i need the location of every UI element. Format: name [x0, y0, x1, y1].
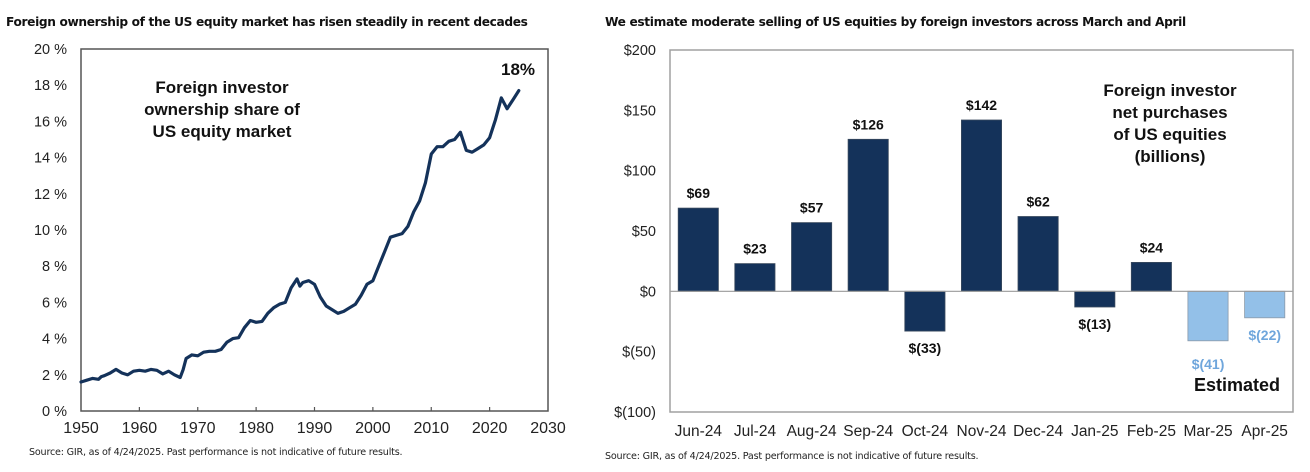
y-tick-label: 14 %: [34, 151, 67, 167]
x-tick-label: 2020: [472, 420, 508, 437]
estimated-label: Estimated: [1194, 375, 1280, 395]
left-y-axis: 0 % 2 % 4 % 6 % 8 % 10 % 12 % 14 % 16 % 18 % 20 %: [34, 42, 67, 420]
bar-value-label: $126: [853, 116, 884, 132]
y-tick-label: $(100): [614, 405, 656, 421]
y-tick-label: 6 %: [42, 295, 67, 311]
bar-feb-25: [1130, 261, 1172, 292]
left-source-note: Source: GIR, as of 4/24/2025. Past perfo…: [29, 447, 403, 458]
right-y-axis: $(100) $(50) $0 $50 $100 $150 $200: [614, 43, 656, 421]
x-tick-label: 2000: [355, 420, 391, 437]
bar-chart: $(100) $(50) $0 $50 $100 $150 $200 Jun-24 Jul-2…: [614, 43, 1294, 440]
annotation-line: ownership share of: [144, 100, 300, 119]
annotation-line: Foreign investor: [1103, 81, 1237, 100]
x-tick-label: 2010: [413, 420, 449, 437]
right-plot-frame: [669, 49, 1294, 413]
x-tick-label: 2030: [530, 420, 566, 437]
bar-value-label: $69: [687, 185, 711, 201]
right-source-note: Source: GIR, as of 4/24/2025. Past perfo…: [605, 451, 979, 462]
y-tick-label: 2 %: [42, 368, 67, 384]
bar-nov-24: [961, 119, 1003, 292]
right-annotation: Foreign investor net purchases of US equit…: [1103, 81, 1237, 166]
y-tick-label: $(50): [622, 345, 656, 361]
left-chart-title: Foreign ownership of the US equity marke…: [6, 15, 528, 29]
y-tick-label: 8 %: [42, 259, 67, 275]
annotation-line: net purchases: [1112, 103, 1227, 122]
line-chart: 0 %2 %4 %6 %8 %10 %12 %14 %16 %18 %20 % …: [34, 42, 566, 437]
x-tick-label: 1950: [63, 420, 99, 437]
y-tick-label: 20 %: [34, 42, 67, 58]
bar-aug-24: [791, 222, 833, 292]
x-tick-label: Jan-25: [1071, 423, 1118, 440]
bar-value-label: $(33): [909, 340, 942, 356]
end-value-label: 18%: [501, 60, 535, 79]
left-annotation: Foreign investor ownership share of US equ…: [144, 78, 300, 141]
bar-sep-24: [847, 138, 889, 292]
annotation-line: Foreign investor: [155, 78, 289, 97]
right-x-axis: Jun-24 Jul-24 Aug-24 Sep-24 Oct-24 Nov-24 Dec-…: [675, 423, 1288, 440]
x-tick-label: Jun-24: [675, 423, 723, 440]
bar-value-label: $(41): [1192, 356, 1225, 372]
y-tick-label: $0: [640, 284, 656, 300]
annotation-line: US equity market: [153, 122, 292, 141]
x-tick-label: Sep-24: [843, 423, 893, 440]
x-tick-label: 1990: [297, 420, 333, 437]
x-tick-label: 1980: [238, 420, 274, 437]
bar-dec-24: [1017, 216, 1059, 292]
left-plot-frame: [80, 48, 549, 412]
bar-jun-24: [677, 207, 719, 292]
bar-value-label: $62: [1026, 194, 1050, 210]
bar-value-label: $23: [743, 241, 767, 257]
y-tick-label: 18 %: [34, 78, 67, 94]
ownership-line: [79, 89, 521, 384]
x-tick-label: Dec-24: [1013, 423, 1063, 440]
right-chart-title: We estimate moderate selling of US equit…: [605, 15, 1186, 29]
y-tick-label: $50: [632, 224, 656, 240]
bar-value-label: $142: [966, 97, 997, 113]
bar-value-label: $(22): [1248, 327, 1281, 343]
x-tick-label: Feb-25: [1127, 423, 1176, 440]
bar-mar-25: [1187, 290, 1229, 342]
bars: [677, 119, 1286, 342]
annotation-line: (billions): [1135, 147, 1206, 166]
bar-oct-24: [904, 290, 946, 332]
x-tick-label: 1970: [180, 420, 216, 437]
y-tick-label: 0 %: [42, 404, 67, 420]
bar-value-label: $24: [1140, 239, 1164, 255]
y-tick-label: $200: [624, 43, 656, 59]
x-tick-label: Oct-24: [902, 423, 949, 440]
y-tick-label: $100: [624, 164, 656, 180]
bar-jan-25: [1074, 290, 1116, 308]
x-tick-label: 1960: [122, 420, 158, 437]
bar-jul-24: [734, 263, 776, 292]
bar-value-labels: $69 $23 $57 $126 $(33) $142 $62 $(13) $24 $(41) $(…: [687, 97, 1281, 372]
bar-value-label: $57: [800, 200, 824, 216]
left-x-axis: 1950 1960 1970 1980 1990 2000 2010 2020 2030: [63, 407, 566, 437]
y-tick-label: 16 %: [34, 114, 67, 130]
x-tick-label: Apr-25: [1241, 423, 1288, 440]
y-tick-label: 10 %: [34, 223, 67, 239]
y-tick-label: $150: [624, 103, 656, 119]
y-tick-label: 4 %: [42, 332, 67, 348]
x-tick-label: Mar-25: [1183, 423, 1232, 440]
x-tick-label: Aug-24: [787, 423, 837, 440]
x-tick-label: Jul-24: [734, 423, 777, 440]
bar-value-label: $(13): [1078, 316, 1111, 332]
annotation-line: of US equities: [1113, 125, 1226, 144]
y-tick-label: 12 %: [34, 187, 67, 203]
bar-apr-25: [1244, 290, 1286, 319]
x-tick-label: Nov-24: [957, 423, 1007, 440]
